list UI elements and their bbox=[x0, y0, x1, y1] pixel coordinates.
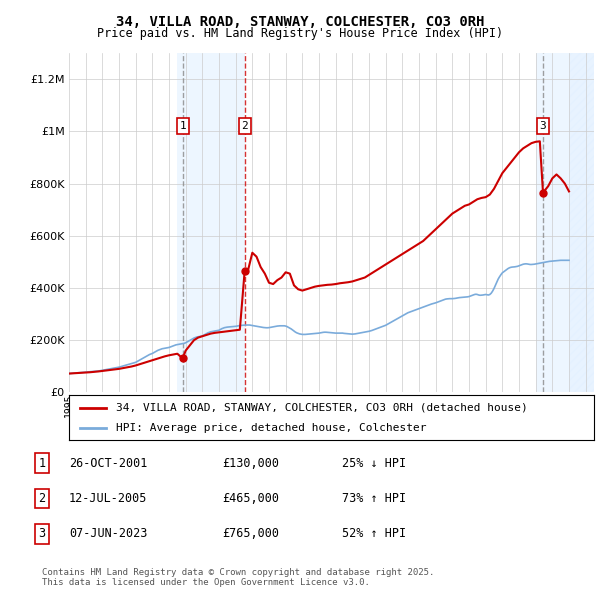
Text: HPI: Average price, detached house, Colchester: HPI: Average price, detached house, Colc… bbox=[116, 424, 427, 434]
Text: 34, VILLA ROAD, STANWAY, COLCHESTER, CO3 0RH (detached house): 34, VILLA ROAD, STANWAY, COLCHESTER, CO3… bbox=[116, 403, 528, 412]
Text: 1: 1 bbox=[38, 457, 46, 470]
Text: £765,000: £765,000 bbox=[222, 527, 279, 540]
Text: 12-JUL-2005: 12-JUL-2005 bbox=[69, 492, 148, 505]
Bar bbox=[178, 53, 245, 392]
Text: £465,000: £465,000 bbox=[222, 492, 279, 505]
Text: Price paid vs. HM Land Registry's House Price Index (HPI): Price paid vs. HM Land Registry's House … bbox=[97, 27, 503, 40]
Text: 25% ↓ HPI: 25% ↓ HPI bbox=[342, 457, 406, 470]
Bar bbox=[536, 53, 594, 392]
Text: 07-JUN-2023: 07-JUN-2023 bbox=[69, 527, 148, 540]
Text: 1: 1 bbox=[179, 121, 186, 131]
Text: 2: 2 bbox=[38, 492, 46, 505]
Text: Contains HM Land Registry data © Crown copyright and database right 2025.
This d: Contains HM Land Registry data © Crown c… bbox=[42, 568, 434, 587]
Text: 34, VILLA ROAD, STANWAY, COLCHESTER, CO3 0RH: 34, VILLA ROAD, STANWAY, COLCHESTER, CO3… bbox=[116, 15, 484, 29]
Text: £130,000: £130,000 bbox=[222, 457, 279, 470]
Text: 73% ↑ HPI: 73% ↑ HPI bbox=[342, 492, 406, 505]
Text: 2: 2 bbox=[241, 121, 248, 131]
Text: 26-OCT-2001: 26-OCT-2001 bbox=[69, 457, 148, 470]
Text: 52% ↑ HPI: 52% ↑ HPI bbox=[342, 527, 406, 540]
Text: 3: 3 bbox=[539, 121, 547, 131]
Bar bbox=[569, 53, 594, 392]
Text: 3: 3 bbox=[38, 527, 46, 540]
